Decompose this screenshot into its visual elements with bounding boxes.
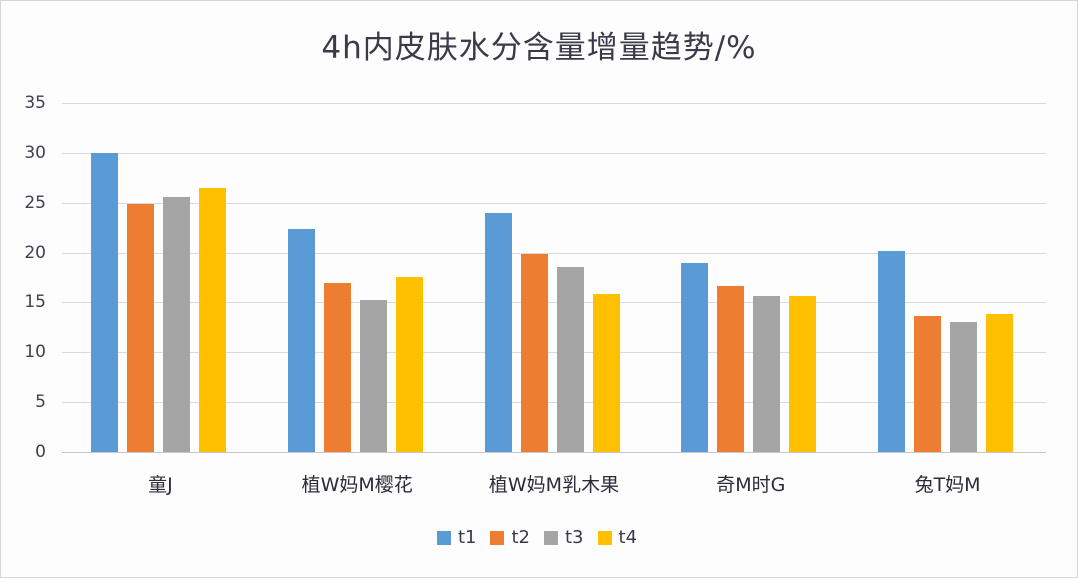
x-category-label: 童J	[148, 474, 173, 496]
bar-t4	[789, 296, 817, 452]
y-tick-label: 0	[35, 442, 46, 462]
gridline	[62, 202, 1046, 204]
bar-t2	[323, 282, 351, 452]
bar-t2	[717, 286, 745, 452]
y-tick-label: 35	[24, 93, 46, 113]
gridline	[62, 302, 1046, 304]
bar-t3	[162, 196, 190, 452]
bar-t3	[950, 322, 978, 452]
bar-t1	[878, 250, 906, 452]
bar-t2	[126, 203, 154, 452]
bar-t3	[556, 266, 584, 452]
bar-t1	[287, 228, 315, 452]
y-tick-label: 25	[24, 192, 46, 213]
legend: t1 t2 t3 t4	[0, 527, 1078, 548]
legend-swatch-icon	[597, 530, 612, 545]
y-tick-label: 30	[24, 142, 46, 163]
legend-item-t3: t3	[544, 527, 584, 548]
legend-swatch-icon	[436, 530, 451, 545]
legend-label: t4	[618, 527, 638, 548]
x-category-label: 兔T妈M	[914, 474, 981, 496]
legend-label: t2	[511, 527, 530, 548]
y-tick-label: 10	[24, 342, 46, 363]
plot-area	[62, 103, 1046, 453]
bar-t4	[986, 314, 1014, 452]
legend-swatch-icon	[490, 530, 505, 545]
bar-t1	[484, 212, 512, 452]
legend-label: t3	[565, 527, 584, 548]
legend-swatch-icon	[544, 530, 558, 545]
bar-t3	[359, 300, 387, 452]
x-category-label: 奇M时G	[716, 474, 786, 496]
gridline	[62, 402, 1046, 404]
legend-label: t1	[457, 527, 477, 548]
bar-t1	[681, 262, 709, 452]
y-tick-label: 5	[35, 392, 46, 413]
legend-item-t1: t1	[436, 527, 477, 548]
bar-t4	[198, 187, 226, 452]
gridline	[62, 352, 1046, 354]
y-tick-label: 20	[24, 242, 46, 263]
chart-title: 4h内皮肤水分含量增量趋势/%	[321, 30, 757, 66]
gridline	[62, 152, 1046, 154]
gridline	[62, 452, 1046, 453]
y-tick-label: 15	[24, 292, 46, 313]
legend-item-t2: t2	[490, 527, 530, 548]
bar-t4	[592, 294, 620, 452]
bar-t3	[753, 296, 781, 452]
bar-t4	[395, 276, 423, 452]
legend-item-t4: t4	[597, 527, 638, 548]
bar-t2	[914, 316, 942, 452]
gridline	[62, 252, 1046, 254]
bar-t1	[90, 152, 118, 452]
bar-t2	[520, 253, 548, 452]
gridline	[62, 103, 1046, 104]
x-category-label: 植W妈M樱花	[301, 474, 413, 496]
x-category-label: 植W妈M乳木果	[488, 474, 620, 496]
